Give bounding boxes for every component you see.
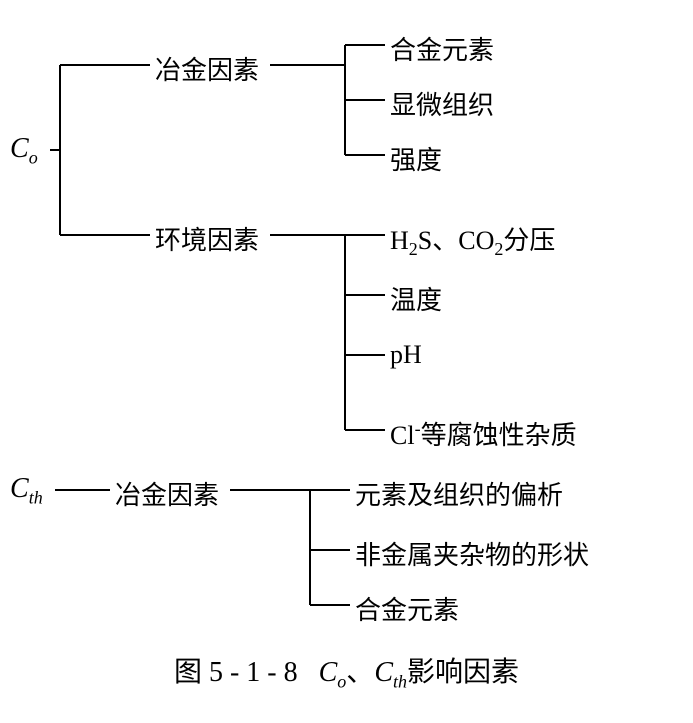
leaf-strength: 强度 — [390, 140, 442, 177]
node-co-environment: 环境因素 — [155, 220, 259, 257]
node-cth-metallurgy: 冶金因素 — [115, 475, 219, 512]
bracket-lines — [0, 20, 693, 640]
caption-cth: Cth — [374, 657, 407, 688]
leaf-inclusions: 非金属夹杂物的形状 — [355, 535, 589, 572]
leaf-ph: pH — [390, 340, 422, 370]
root-cth-text: Cth — [10, 473, 43, 504]
leaf-alloy-elements-2: 合金元素 — [355, 590, 459, 627]
leaf-cl-impurities: Cl-等腐蚀性杂质 — [390, 415, 577, 452]
root-cth: Cth — [10, 473, 43, 509]
leaf-segregation: 元素及组织的偏析 — [355, 475, 563, 512]
root-co: Co — [10, 133, 38, 169]
node-co-metallurgy: 冶金因素 — [155, 50, 259, 87]
figure-caption: 图 5 - 1 - 8 Co、Cth影响因素 — [0, 650, 693, 693]
root-co-text: Co — [10, 133, 38, 164]
caption-suffix: 影响因素 — [407, 657, 519, 688]
leaf-microstructure: 显微组织 — [390, 85, 494, 122]
caption-co: Co — [319, 657, 347, 688]
caption-prefix: 图 5 - 1 - 8 — [174, 657, 298, 688]
leaf-alloy-elements: 合金元素 — [390, 30, 494, 67]
tree-diagram: Co 冶金因素 环境因素 合金元素 显微组织 强度 H2S、CO2分压 温度 p… — [0, 20, 693, 620]
leaf-h2s-co2: H2S、CO2分压 — [390, 220, 555, 260]
leaf-temperature: 温度 — [390, 280, 442, 317]
